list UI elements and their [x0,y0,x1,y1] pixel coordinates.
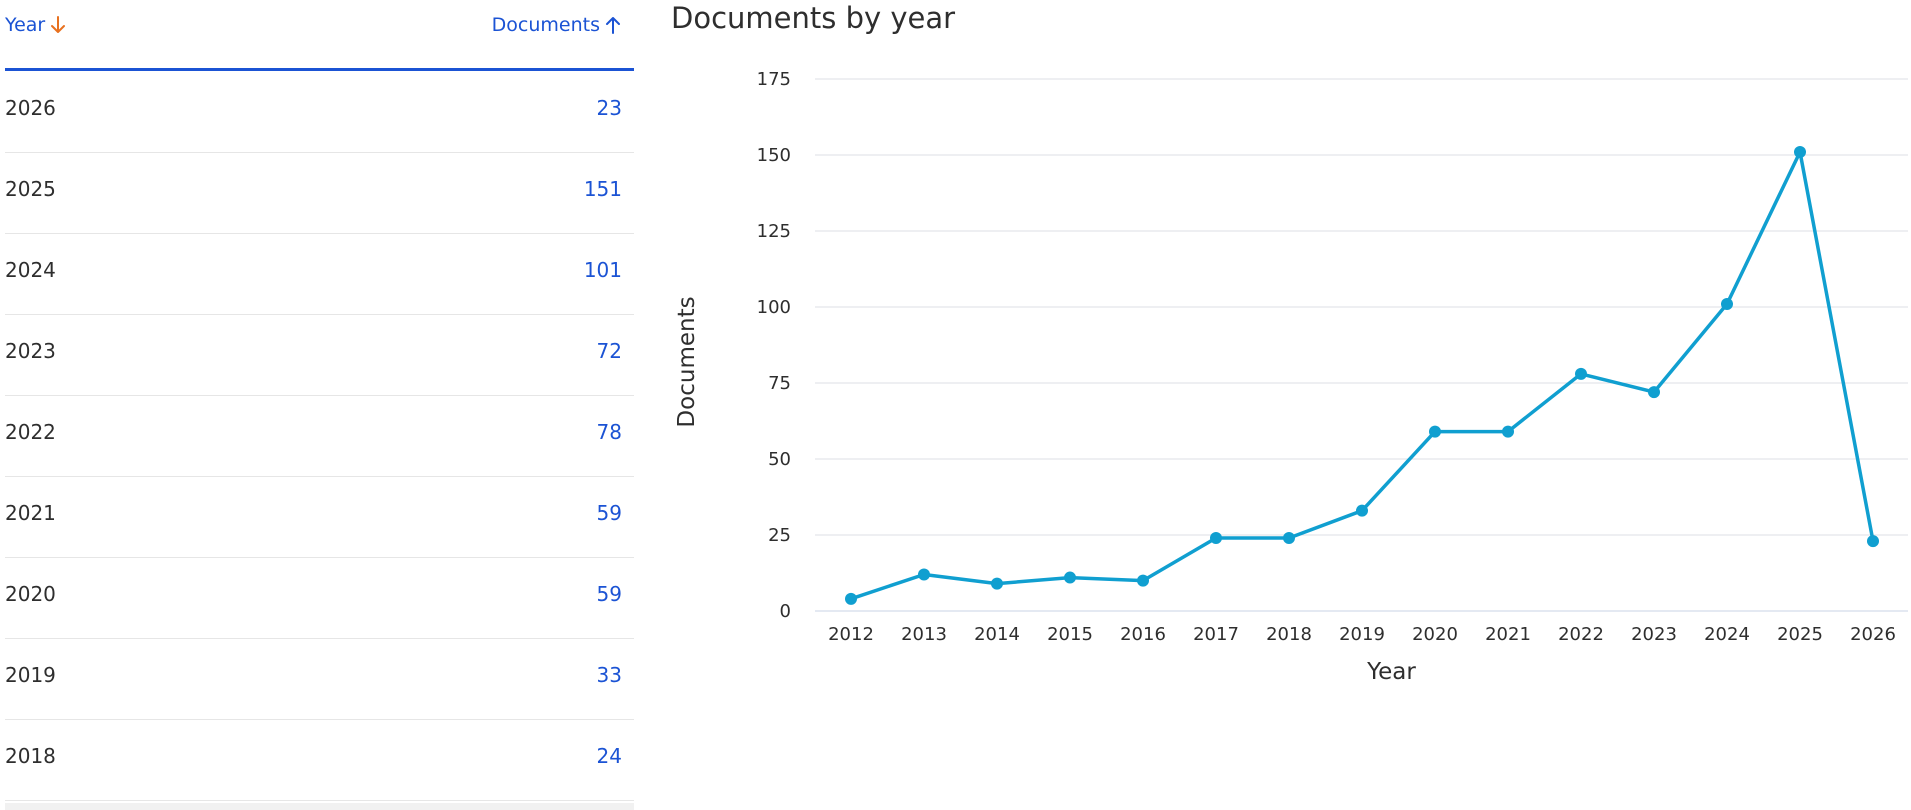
row-document-count-link[interactable]: 78 [596,420,622,444]
x-tick-label: 2016 [1120,624,1166,645]
data-point [1137,574,1149,587]
row-document-count-link[interactable]: 24 [596,744,622,768]
arrow-down-icon [49,15,67,35]
row-document-count-link[interactable]: 23 [596,96,622,120]
x-tick-label: 2017 [1193,624,1239,645]
data-point [1064,571,1076,584]
row-year: 2023 [5,339,56,363]
data-point [1575,367,1587,380]
y-tick-label: 125 [757,221,791,242]
table-row: 2022 78 [5,395,634,477]
data-point [1721,297,1733,310]
x-tick-label: 2014 [974,624,1020,645]
row-document-count-link[interactable]: 151 [583,177,622,201]
row-year: 2024 [5,258,56,282]
row-year: 2025 [5,177,56,201]
series-line [849,150,1875,601]
x-tick-label: 2022 [1558,624,1604,645]
row-document-count-link[interactable]: 59 [596,582,622,606]
y-tick-label: 50 [768,449,791,470]
row-year: 2020 [5,582,56,606]
x-tick-label: 2024 [1704,624,1750,645]
row-year: 2022 [5,420,56,444]
documents-header-label: Documents [491,14,600,36]
row-year: 2021 [5,501,56,525]
data-point [1867,535,1879,548]
y-tick-label: 25 [768,525,791,546]
x-tick-label: 2019 [1339,624,1385,645]
table-row: 2019 33 [5,638,634,720]
table-row: 2023 72 [5,314,634,396]
data-point [845,592,857,605]
table-row: 2021 59 [5,476,634,558]
chart-title: Documents by year [671,1,956,35]
y-tick-label: 100 [757,297,791,318]
year-header-label: Year [5,14,46,36]
row-year: 2026 [5,96,56,120]
x-tick-label: 2018 [1266,624,1312,645]
year-column-header[interactable]: Year [5,14,67,36]
data-point [1356,504,1368,517]
arrow-up-icon [604,15,622,35]
x-tick-label: 2015 [1047,624,1093,645]
y-axis-title: Documents [674,296,700,427]
table-row: 2025 151 [5,152,634,234]
x-tick-label: 2023 [1631,624,1677,645]
documents-line-chart: 0 25 50 75 100 125 150 175 2012 2013 2014 2015 2016 2… [674,69,1908,685]
x-axis-title: Year [1366,659,1416,685]
y-tick-label: 75 [768,373,791,394]
row-document-count-link[interactable]: 72 [596,339,622,363]
row-year: 2018 [5,744,56,768]
x-tick-label: 2025 [1777,624,1823,645]
table-scroll-edge [5,803,634,810]
data-point [1283,532,1295,545]
data-point [1429,425,1441,438]
x-tick-label: 2013 [901,624,947,645]
documents-by-year-table: Year Documents 2026 23 2025 151 2024 101… [5,0,634,810]
row-document-count-link[interactable]: 101 [583,258,622,282]
table-row: 2024 101 [5,233,634,315]
data-point [1502,425,1514,438]
y-tick-label: 0 [780,601,791,622]
y-tick-label: 150 [757,145,791,166]
y-tick-label: 175 [757,69,791,90]
data-point [1648,386,1660,399]
table-row: 2020 59 [5,557,634,639]
x-tick-label: 2020 [1412,624,1458,645]
x-tick-label: 2012 [828,624,874,645]
data-point [991,577,1003,590]
x-tick-label: 2021 [1485,624,1531,645]
table-row: 2018 24 [5,719,634,801]
data-point [1210,532,1222,545]
documents-column-header[interactable]: Documents [492,14,622,36]
x-tick-label: 2026 [1850,624,1896,645]
row-document-count-link[interactable]: 59 [596,501,622,525]
table-row: 2026 23 [5,71,634,153]
row-year: 2019 [5,663,56,687]
data-point [918,568,930,581]
row-document-count-link[interactable]: 33 [596,663,622,687]
table-header: Year Documents [5,0,634,71]
data-point [1794,145,1806,158]
